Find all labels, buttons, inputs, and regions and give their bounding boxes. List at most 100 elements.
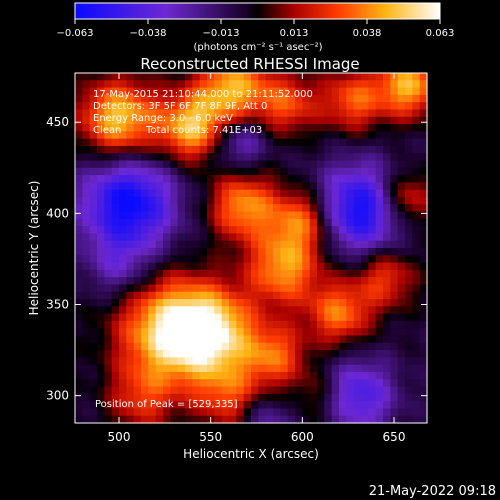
heatmap-cell (82, 218, 91, 227)
heatmap-cell (390, 182, 399, 191)
heatmap-cell (82, 328, 91, 337)
heatmap-cell (383, 386, 391, 395)
heatmap-cell (273, 116, 281, 125)
heatmap-cell (295, 357, 303, 366)
heatmap-cell (148, 167, 157, 176)
heatmap-cell (280, 73, 289, 81)
heatmap-cell (324, 145, 333, 154)
heatmap-cell (155, 408, 164, 417)
heatmap-cell (390, 364, 399, 373)
heatmap-cell (258, 94, 267, 103)
heatmap-cell (111, 109, 120, 118)
heatmap-cell (170, 306, 179, 315)
heatmap-cell (192, 94, 201, 103)
heatmap-cell (390, 357, 399, 366)
heatmap-cell (383, 291, 391, 300)
heatmap-cell (133, 335, 142, 344)
heatmap-cell (390, 401, 399, 410)
heatmap-cell (280, 226, 289, 235)
heatmap-cell (295, 248, 303, 256)
heatmap-cell (236, 196, 245, 205)
heatmap-cell (229, 313, 237, 322)
heatmap-cell (199, 299, 208, 307)
heatmap-cell (258, 277, 267, 286)
heatmap-cell (339, 262, 347, 271)
heatmap-cell (75, 255, 83, 264)
heatmap-cell (375, 240, 384, 249)
heatmap-cell (148, 102, 157, 111)
heatmap-cell (119, 94, 127, 103)
heatmap-cell (339, 87, 347, 96)
heatmap-cell (82, 233, 91, 242)
heatmap-cell (361, 248, 369, 256)
heatmap-cell (97, 211, 105, 220)
heatmap-cell (214, 109, 223, 118)
heatmap-cell (199, 306, 208, 315)
heatmap-cell (361, 299, 369, 307)
heatmap-cell (375, 306, 384, 315)
heatmap-cell (339, 313, 347, 322)
heatmap-cell (97, 357, 105, 366)
heatmap-cell (309, 131, 318, 140)
heatmap-cell (111, 284, 120, 293)
heatmap-cell (405, 196, 413, 205)
heatmap-cell (280, 233, 289, 242)
heatmap-cell (170, 284, 179, 293)
heatmap-cell (280, 306, 289, 315)
heatmap-cell (353, 80, 362, 89)
heatmap-cell (185, 320, 193, 329)
heatmap-cell (207, 175, 215, 183)
heatmap-cell (221, 233, 230, 242)
heatmap-cell (295, 379, 303, 388)
heatmap-cell (339, 357, 347, 366)
heatmap-cell (163, 145, 171, 154)
heatmap-cell (375, 124, 384, 132)
heatmap-cell (119, 196, 127, 205)
heatmap-cell (75, 131, 83, 140)
heatmap-cell (339, 320, 347, 329)
heatmap-cell (148, 116, 157, 125)
heatmap-cell (258, 408, 267, 417)
heatmap-cell (155, 109, 164, 118)
heatmap-cell (273, 153, 281, 162)
heatmap-cell (148, 175, 157, 183)
heatmap-cell (405, 262, 413, 271)
heatmap-cell (295, 255, 303, 264)
heatmap-cell (258, 73, 267, 81)
heatmap-cell (324, 364, 333, 373)
heatmap-cell (177, 109, 186, 118)
heatmap-cell (346, 415, 355, 424)
heatmap-cell (221, 269, 230, 278)
heatmap-cell (163, 94, 171, 103)
heatmap-cell (185, 182, 193, 191)
heatmap-cell (185, 160, 193, 169)
heatmap-cell (97, 167, 105, 176)
heatmap-cell (361, 240, 369, 249)
heatmap-cell (192, 73, 201, 81)
heatmap-cell (361, 124, 369, 132)
heatmap-cell (111, 233, 120, 242)
heatmap-cell (287, 255, 296, 264)
heatmap-cell (229, 306, 237, 315)
heatmap-cell (353, 277, 362, 286)
heatmap-cell (163, 218, 171, 227)
heatmap-cell (243, 189, 252, 198)
heatmap-cell (111, 342, 120, 351)
heatmap-cell (405, 182, 413, 191)
heatmap-cell (170, 131, 179, 140)
heatmap-cell (177, 80, 186, 89)
heatmap-cell (331, 277, 340, 286)
annotation-energy-range: Energy Range: 3.0 - 6.0 keV (93, 113, 233, 124)
heatmap-cell (251, 182, 259, 191)
heatmap-cell (119, 393, 127, 402)
heatmap-cell (346, 233, 355, 242)
heatmap-cell (236, 299, 245, 307)
heatmap-cell (412, 94, 421, 103)
heatmap-cell (251, 284, 259, 293)
heatmap-cell (251, 415, 259, 424)
heatmap-cell (104, 167, 113, 176)
heatmap-cell (141, 80, 149, 89)
heatmap-cell (258, 306, 267, 315)
heatmap-cell (405, 226, 413, 235)
heatmap-cell (104, 138, 113, 147)
